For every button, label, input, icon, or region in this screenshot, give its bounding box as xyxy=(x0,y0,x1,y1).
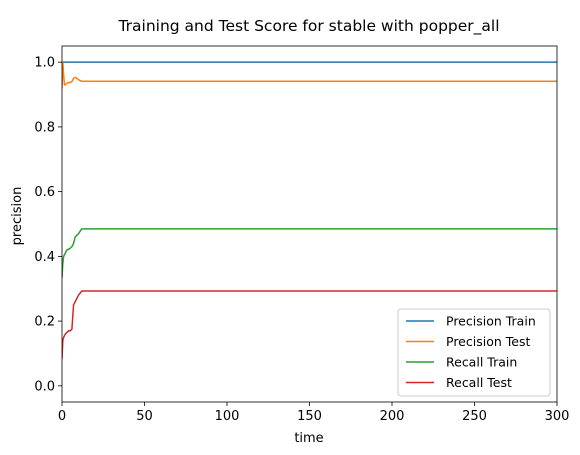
y-tick-label: 0.6 xyxy=(34,185,55,200)
y-tick-label: 0.0 xyxy=(34,379,55,394)
x-tick-label: 200 xyxy=(380,409,405,424)
legend-label-precision-train: Precision Train xyxy=(446,314,536,329)
legend-label-recall-train: Recall Train xyxy=(446,355,517,370)
y-tick-label: 0.4 xyxy=(34,250,55,265)
y-tick-label: 0.8 xyxy=(34,120,55,135)
legend-label-recall-test: Recall Test xyxy=(446,375,512,390)
x-tick-label: 300 xyxy=(545,409,570,424)
legend: Precision Train Precision Test Recall Trai… xyxy=(398,309,550,396)
x-tick-label: 100 xyxy=(215,409,240,424)
x-tick-label: 250 xyxy=(462,409,487,424)
y-tick-label: 1.0 xyxy=(34,56,55,71)
y-axis-label: precision xyxy=(10,187,25,246)
legend-label-precision-test: Precision Test xyxy=(446,334,530,349)
series-line-recall-train xyxy=(62,229,557,278)
series-line-precision-test xyxy=(62,62,557,88)
y-tick-label: 0.2 xyxy=(34,315,55,330)
chart-title: Training and Test Score for stable with … xyxy=(117,17,499,36)
x-tick-label: 150 xyxy=(297,409,322,424)
x-tick-label: 0 xyxy=(58,409,66,424)
x-axis-label: time xyxy=(294,431,323,446)
x-tick-label: 50 xyxy=(136,409,153,424)
